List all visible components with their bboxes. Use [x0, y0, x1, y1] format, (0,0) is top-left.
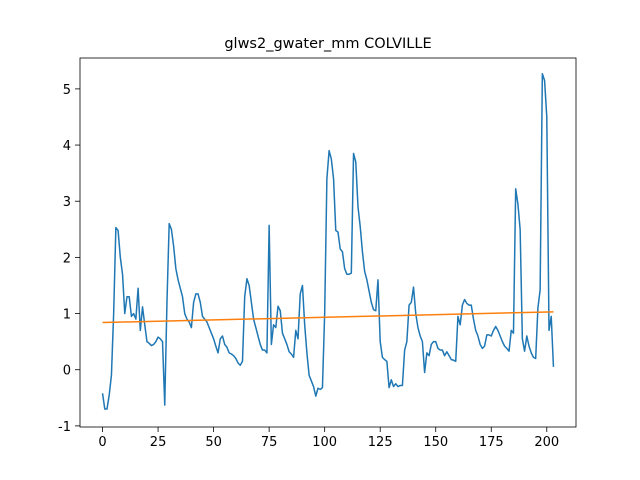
y-tick-label: 3: [63, 195, 71, 210]
plot-frame: [79, 57, 577, 428]
y-tick-label: -1: [58, 420, 71, 435]
line-series: [101, 72, 555, 410]
y-tick-label: 5: [63, 83, 71, 98]
y-tick-label: 1: [63, 308, 71, 323]
y-tick-label: 2: [63, 251, 71, 266]
y-tick-label: 0: [63, 364, 71, 379]
line-series: [102, 311, 554, 324]
chart-title: glws2_gwater_mm COLVILLE: [224, 36, 431, 52]
y-tick-label: 4: [63, 139, 71, 154]
x-tick-label: 150: [423, 435, 448, 450]
x-tick-label: 100: [312, 435, 337, 450]
x-tick-label: 50: [205, 435, 222, 450]
x-tick-label: 200: [534, 435, 559, 450]
x-tick-label: 0: [98, 435, 106, 450]
x-tick-label: 175: [479, 435, 504, 450]
x-tick-label: 75: [261, 435, 278, 450]
x-tick-label: 125: [368, 435, 393, 450]
x-tick-label: 25: [150, 435, 167, 450]
